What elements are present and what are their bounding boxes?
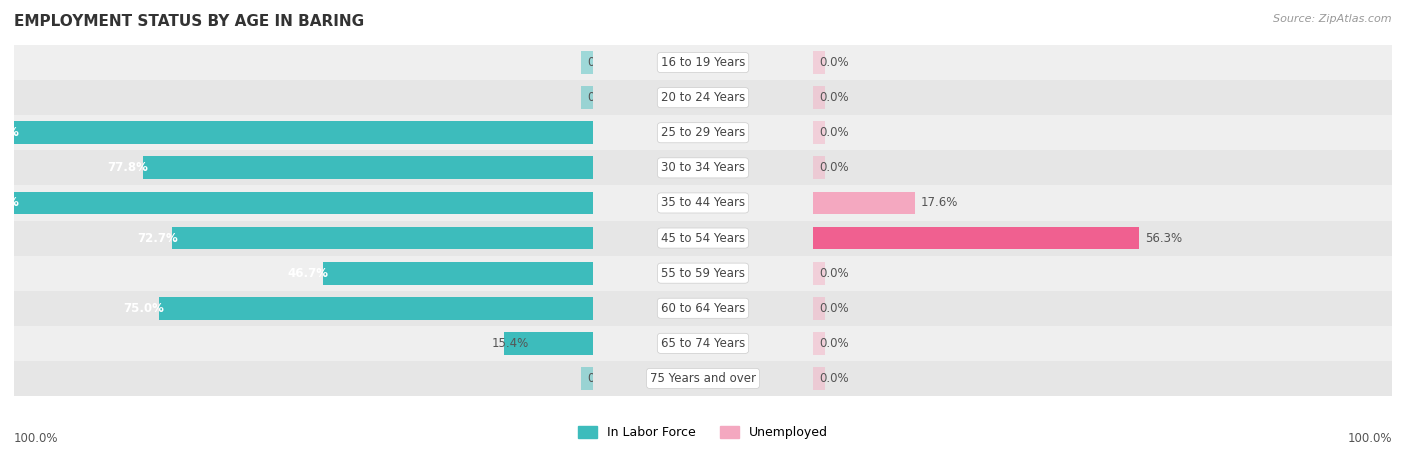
Text: 65 to 74 Years: 65 to 74 Years <box>661 337 745 350</box>
Bar <box>14 220 593 256</box>
Text: 77.8%: 77.8% <box>107 162 148 174</box>
Text: 0.0%: 0.0% <box>820 126 849 139</box>
Bar <box>813 157 825 179</box>
Bar <box>14 185 593 220</box>
Bar <box>813 86 825 109</box>
Bar <box>813 367 825 390</box>
Text: 16 to 19 Years: 16 to 19 Years <box>661 56 745 69</box>
Bar <box>322 262 593 284</box>
Bar <box>813 150 1392 185</box>
Bar <box>593 150 813 185</box>
Text: 0.0%: 0.0% <box>586 56 617 69</box>
Text: 55 to 59 Years: 55 to 59 Years <box>661 267 745 279</box>
Text: 75 Years and over: 75 Years and over <box>650 372 756 385</box>
Bar <box>14 122 593 144</box>
Text: 20 to 24 Years: 20 to 24 Years <box>661 91 745 104</box>
Text: 100.0%: 100.0% <box>0 197 20 209</box>
Bar <box>593 80 813 115</box>
Text: 60 to 64 Years: 60 to 64 Years <box>661 302 745 315</box>
Bar <box>813 51 825 74</box>
Bar <box>813 297 825 320</box>
Text: 72.7%: 72.7% <box>136 232 177 244</box>
Bar <box>813 361 1392 396</box>
Bar <box>593 220 813 256</box>
Text: 0.0%: 0.0% <box>586 91 617 104</box>
Bar <box>593 256 813 291</box>
Bar <box>813 220 1392 256</box>
Bar <box>14 45 593 80</box>
Text: 0.0%: 0.0% <box>820 56 849 69</box>
Text: 46.7%: 46.7% <box>287 267 328 279</box>
Text: 100.0%: 100.0% <box>0 126 20 139</box>
Bar <box>813 80 1392 115</box>
Bar <box>813 332 825 355</box>
Bar <box>14 80 593 115</box>
Text: 75.0%: 75.0% <box>124 302 165 315</box>
Text: 25 to 29 Years: 25 to 29 Years <box>661 126 745 139</box>
Text: 0.0%: 0.0% <box>586 372 617 385</box>
Bar <box>593 361 813 396</box>
Bar <box>593 115 813 150</box>
Text: Source: ZipAtlas.com: Source: ZipAtlas.com <box>1274 14 1392 23</box>
Text: EMPLOYMENT STATUS BY AGE IN BARING: EMPLOYMENT STATUS BY AGE IN BARING <box>14 14 364 28</box>
Bar <box>14 192 593 214</box>
Bar <box>159 297 593 320</box>
Bar <box>813 115 1392 150</box>
Bar <box>813 122 825 144</box>
Bar <box>593 291 813 326</box>
Bar <box>14 150 593 185</box>
Text: 0.0%: 0.0% <box>820 267 849 279</box>
Bar <box>14 256 593 291</box>
Bar <box>14 326 593 361</box>
Bar <box>503 332 593 355</box>
Text: 0.0%: 0.0% <box>820 337 849 350</box>
Bar <box>813 326 1392 361</box>
Bar <box>813 291 1392 326</box>
Bar <box>142 157 593 179</box>
Bar <box>813 45 1392 80</box>
Text: 100.0%: 100.0% <box>14 432 59 445</box>
Text: 0.0%: 0.0% <box>820 91 849 104</box>
Text: 56.3%: 56.3% <box>1144 232 1182 244</box>
Bar <box>593 326 813 361</box>
Text: 35 to 44 Years: 35 to 44 Years <box>661 197 745 209</box>
Text: 45 to 54 Years: 45 to 54 Years <box>661 232 745 244</box>
Text: 0.0%: 0.0% <box>820 162 849 174</box>
Legend: In Labor Force, Unemployed: In Labor Force, Unemployed <box>578 426 828 439</box>
Bar <box>581 51 593 74</box>
Bar <box>172 227 593 249</box>
Text: 15.4%: 15.4% <box>492 337 529 350</box>
Bar <box>813 262 825 284</box>
Bar <box>813 256 1392 291</box>
Bar <box>581 367 593 390</box>
Bar <box>14 361 593 396</box>
Text: 17.6%: 17.6% <box>921 197 959 209</box>
Text: 100.0%: 100.0% <box>1347 432 1392 445</box>
Bar <box>581 86 593 109</box>
Bar <box>593 45 813 80</box>
Text: 0.0%: 0.0% <box>820 302 849 315</box>
Bar <box>813 192 915 214</box>
Text: 30 to 34 Years: 30 to 34 Years <box>661 162 745 174</box>
Text: 0.0%: 0.0% <box>820 372 849 385</box>
Bar <box>813 185 1392 220</box>
Bar <box>813 227 1139 249</box>
Bar <box>14 291 593 326</box>
Bar <box>593 185 813 220</box>
Bar <box>14 115 593 150</box>
